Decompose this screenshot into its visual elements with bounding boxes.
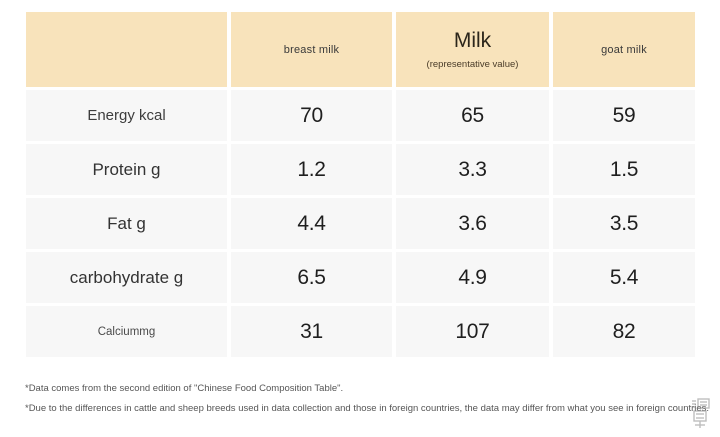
milk-title: Milk	[453, 28, 492, 52]
value-calcium-goat: 82	[553, 306, 695, 357]
value-carbohydrate-breast: 6.5	[231, 252, 392, 303]
row-label-carbohydrate: carbohydrate g	[26, 252, 227, 303]
column-header-goat-milk: goat milk	[553, 12, 695, 87]
value-calcium-breast: 31	[231, 306, 392, 357]
value-protein-goat: 1.5	[553, 144, 695, 195]
value-energy-breast: 70	[231, 90, 392, 141]
value-energy-milk: 65	[396, 90, 549, 141]
footnote-source: *Data comes from the second edition of "…	[25, 383, 344, 394]
footnotes: *Data comes from the second edition of "…	[25, 383, 710, 425]
row-label-protein: Protein g	[26, 144, 227, 195]
row-label-calcium: Calciummg	[26, 306, 227, 357]
value-protein-breast: 1.2	[231, 144, 392, 195]
column-header-breast-milk: breast milk	[231, 12, 392, 87]
value-energy-goat: 59	[553, 90, 695, 141]
value-fat-breast: 4.4	[231, 198, 392, 249]
row-label-fat: Fat g	[26, 198, 227, 249]
column-header-milk: Milk (representative value)	[396, 12, 549, 87]
value-fat-goat: 3.5	[553, 198, 695, 249]
milk-subtitle: (representative value)	[426, 59, 519, 71]
value-calcium-milk: 107	[396, 306, 549, 357]
footnote-disclaimer: *Due to the differences in cattle and sh…	[25, 403, 710, 415]
row-label-energy: Energy kcal	[26, 90, 227, 141]
value-carbohydrate-milk: 4.9	[396, 252, 549, 303]
value-carbohydrate-goat: 5.4	[553, 252, 695, 303]
value-protein-milk: 3.3	[396, 144, 549, 195]
value-fat-milk: 3.6	[396, 198, 549, 249]
nutrition-table: breast milk Milk (representative value) …	[26, 12, 695, 357]
watermark-seal-icon	[692, 398, 710, 428]
header-corner-cell	[26, 12, 227, 87]
